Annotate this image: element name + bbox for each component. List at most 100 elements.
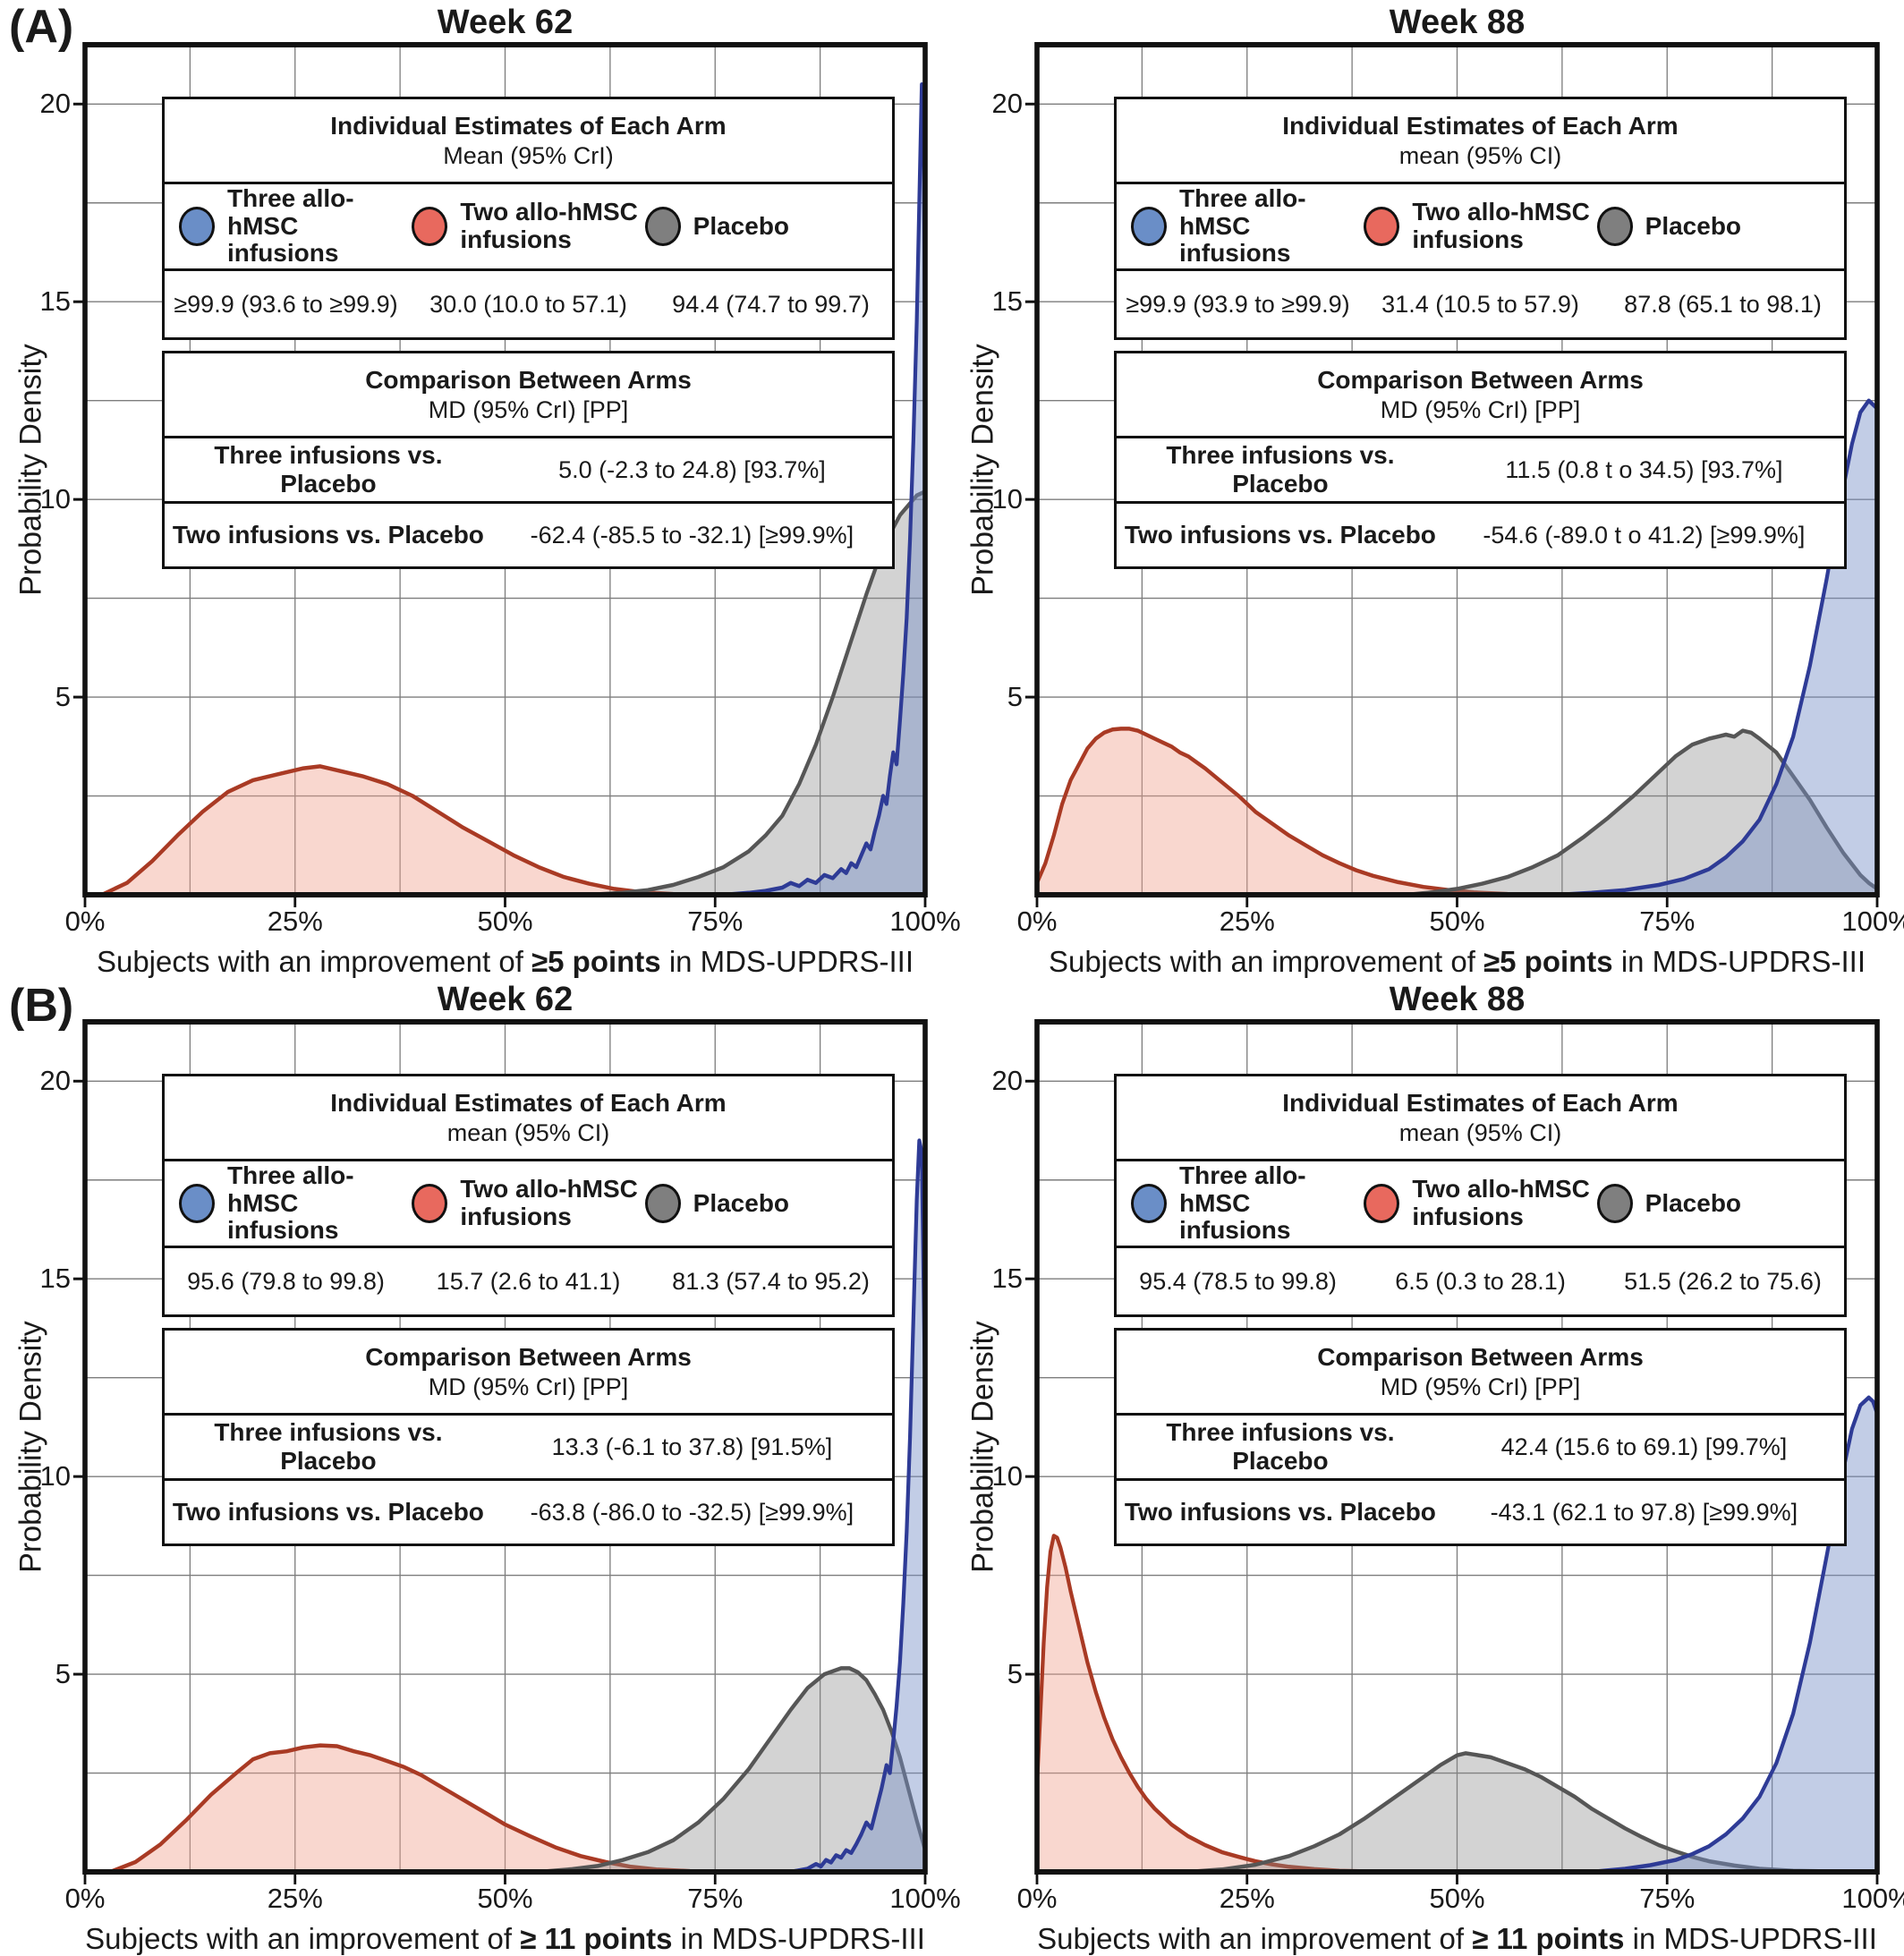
density-curve (721, 81, 928, 897)
chart-title: Week 88 (1389, 4, 1526, 41)
x-axis-label: Subjects with an improvement of ≥5 point… (1019, 945, 1895, 979)
comparison-row: Three infusions vs. Placebo 42.4 (15.6 to… (1117, 1416, 1844, 1478)
y-tick-label: 15 (39, 1263, 71, 1295)
x-axis-label: Subjects with an improvement of ≥5 point… (67, 945, 943, 979)
individual-estimates-table: Individual Estimates of Each Arm mean (9… (1114, 97, 1847, 340)
x-axis-label-bold: ≥ 11 points (520, 1922, 673, 1955)
y-tick-label: 20 (39, 1065, 71, 1097)
estimate-value-placebo: 81.3 (57.4 to 95.2) (672, 1267, 870, 1295)
x-tick-label: 100% (889, 1883, 961, 1914)
plot-frame (82, 42, 928, 897)
comparison-row-label: Two infusions vs. Placebo (172, 521, 484, 549)
comparison-row-label: Three infusions vs. Placebo (214, 441, 443, 498)
y-tick-label: 5 (1007, 1658, 1023, 1690)
estimate-value-two: 30.0 (10.0 to 57.1) (429, 290, 627, 318)
legend-label: Placebo (693, 211, 790, 240)
legend-label: Two allo-hMSC infusions (1412, 1175, 1590, 1230)
estimate-value-three: 95.4 (78.5 to 99.8) (1139, 1267, 1337, 1295)
y-axis-label: Probability Density (965, 1321, 1000, 1573)
x-tick-label: 50% (477, 1883, 533, 1914)
estimate-value-three: ≥99.9 (93.9 to ≥99.9) (1126, 290, 1350, 318)
placebo-arm-marker-icon (1596, 1184, 1633, 1223)
y-tick-label: 5 (55, 1658, 71, 1690)
x-tick-label: 50% (477, 906, 533, 937)
estimates-values-row: ≥99.9 (93.6 to ≥99.9) 30.0 (10.0 to 57.1)… (165, 271, 892, 337)
comparison-row-label: Three infusions vs. Placebo (1166, 441, 1395, 498)
legend-label: Three allo-hMSC infusions (1179, 183, 1306, 268)
x-axis-label-bold: ≥5 points (1483, 945, 1613, 978)
x-tick-label: 100% (1841, 1883, 1904, 1914)
density-curve (1186, 1751, 1880, 1875)
x-tick-label: 75% (1639, 906, 1696, 937)
two-arm-marker-icon (1364, 1184, 1400, 1223)
legend-item-placebo: Placebo (644, 207, 878, 246)
comparison-subtitle: MD (95% CrI) [PP] (428, 1373, 629, 1400)
individual-estimates-table: Individual Estimates of Each Arm Mean (9… (162, 97, 895, 340)
chart-panel: Week 62 Probability Density Individual E… (0, 0, 961, 979)
density-area (1407, 730, 1877, 895)
comparison-subtitle: MD (95% CrI) [PP] (428, 395, 629, 423)
comparison-row-label: Three infusions vs. Placebo (214, 1418, 443, 1475)
plot-frame (82, 1019, 928, 1875)
comparison-row: Three infusions vs. Placebo 11.5 (0.8 t o… (1117, 438, 1844, 501)
comparison-title: Comparison Between Arms (365, 365, 692, 394)
plot-region: Probability Density Individual Estimates… (14, 1019, 961, 1914)
estimates-title: Individual Estimates of Each Arm (1282, 1088, 1679, 1117)
legend-label: Three allo-hMSC infusions (227, 1161, 354, 1245)
comparison-row: Three infusions vs. Placebo 13.3 (-6.1 to… (165, 1416, 892, 1478)
legend-label: Placebo (1645, 1188, 1742, 1217)
plot-frame (1034, 1019, 1880, 1875)
estimates-values-row: 95.4 (78.5 to 99.8) 6.5 (0.3 to 28.1) 51.5… (1117, 1248, 1844, 1314)
chart-panel: Week 88 Probability Density Individual E… (952, 0, 1904, 979)
y-tick-label: 10 (39, 1460, 71, 1493)
plot-region: Probability Density Individual Estimates… (966, 42, 1904, 937)
comparison-row-label: Two infusions vs. Placebo (1124, 1498, 1436, 1526)
chart-title: Week 62 (437, 981, 574, 1018)
placebo-arm-marker-icon (644, 1184, 681, 1223)
comparison-row-value: -62.4 (-85.5 to -32.1) [≥99.9%] (530, 521, 854, 549)
density-area (101, 766, 716, 895)
comparison-header: Comparison Between Arms MD (95% CrI) [PP… (1117, 353, 1844, 438)
y-axis-label: Probability Density (965, 344, 1000, 596)
estimates-title: Individual Estimates of Each Arm (1282, 111, 1679, 140)
x-axis-label-prefix: Subjects with an improvement of (96, 945, 532, 978)
legend-row: Three allo-hMSC infusions Two allo-hMSC inf… (165, 184, 892, 271)
x-tick-label: 25% (267, 906, 323, 937)
estimates-header: Individual Estimates of Each Arm mean (9… (1117, 99, 1844, 184)
legend-item-three: Three allo-hMSC infusions (179, 183, 412, 268)
density-area (1037, 1535, 1415, 1872)
x-axis-label-suffix: in MDS-UPDRS-III (1624, 1922, 1877, 1955)
y-tick-label: 15 (991, 285, 1023, 318)
estimates-header: Individual Estimates of Each Arm mean (9… (1117, 1076, 1844, 1161)
legend-item-placebo: Placebo (1596, 207, 1830, 246)
legend-label: Two allo-hMSC infusions (460, 1175, 638, 1230)
plot-region: Probability Density Individual Estimates… (14, 42, 961, 937)
estimates-values-row: 95.6 (79.8 to 99.8) 15.7 (2.6 to 41.1) 81.… (165, 1248, 892, 1314)
estimates-subtitle: mean (95% CI) (446, 1118, 610, 1146)
x-tick-label: 25% (267, 1883, 323, 1914)
y-tick-label: 10 (991, 1460, 1023, 1493)
two-arm-marker-icon (1364, 207, 1400, 246)
density-area (790, 1140, 925, 1872)
legend-label: Three allo-hMSC infusions (227, 183, 354, 268)
comparison-table: Comparison Between Arms MD (95% CrI) [PP… (1114, 351, 1847, 569)
estimates-subtitle: mean (95% CI) (1398, 1118, 1562, 1146)
x-tick-label: 0% (64, 1883, 106, 1914)
density-area (1037, 728, 1542, 895)
legend-label: Two allo-hMSC infusions (460, 198, 638, 253)
estimates-header: Individual Estimates of Each Arm Mean (9… (165, 99, 892, 184)
y-tick-label: 10 (991, 483, 1023, 515)
y-axis-label: Probability Density (13, 1321, 48, 1573)
density-curve (1034, 727, 1543, 897)
x-tick-label: 0% (1016, 1883, 1058, 1914)
comparison-subtitle: MD (95% CrI) [PP] (1380, 395, 1581, 423)
x-tick-label: 75% (687, 1883, 744, 1914)
density-area (1558, 400, 1877, 895)
legend-row: Three allo-hMSC infusions Two allo-hMSC inf… (1117, 184, 1844, 271)
x-axis-label-suffix: in MDS-UPDRS-III (1612, 945, 1866, 978)
density-curve (108, 1743, 726, 1875)
estimates-title: Individual Estimates of Each Arm (330, 111, 727, 140)
comparison-table: Comparison Between Arms MD (95% CrI) [PP… (162, 351, 895, 569)
comparison-header: Comparison Between Arms MD (95% CrI) [PP… (165, 353, 892, 438)
